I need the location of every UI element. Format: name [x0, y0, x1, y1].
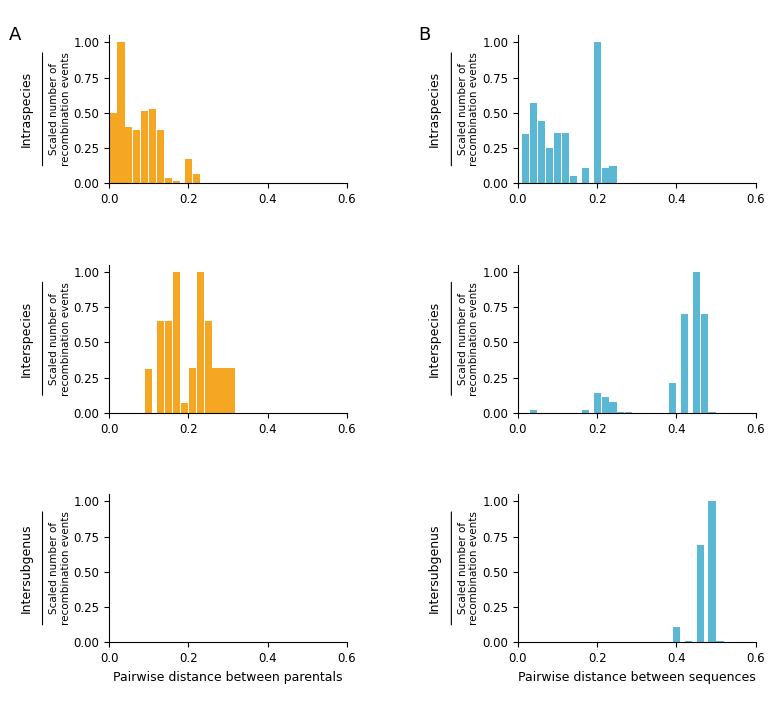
Bar	[609, 167, 616, 184]
Bar	[228, 368, 235, 413]
Bar	[125, 127, 132, 184]
Bar	[145, 369, 152, 413]
Bar	[626, 412, 633, 413]
Y-axis label: Scaled number of
recombination events: Scaled number of recombination events	[49, 52, 71, 167]
Bar	[673, 627, 680, 642]
Bar	[522, 134, 530, 184]
Bar	[133, 130, 140, 184]
Bar	[157, 321, 164, 413]
Bar	[141, 112, 148, 184]
Bar	[205, 321, 212, 413]
Bar	[562, 133, 569, 184]
Bar	[708, 412, 716, 413]
Bar	[582, 168, 589, 184]
Bar	[594, 42, 601, 184]
Bar	[582, 410, 589, 413]
Bar	[173, 272, 180, 413]
Bar	[189, 368, 196, 413]
Bar	[554, 133, 561, 184]
Text: A: A	[9, 26, 22, 44]
X-axis label: Pairwise distance between parentals: Pairwise distance between parentals	[113, 671, 343, 683]
Bar	[538, 121, 545, 184]
Bar	[669, 383, 676, 413]
Bar	[192, 174, 199, 184]
Bar	[546, 148, 553, 184]
Bar	[149, 109, 157, 184]
Bar	[693, 272, 700, 413]
Bar	[569, 176, 577, 184]
Y-axis label: Scaled number of
recombination events: Scaled number of recombination events	[458, 511, 479, 626]
Text: Intersubgenus: Intersubgenus	[428, 524, 441, 614]
Bar	[717, 641, 724, 642]
Bar	[618, 412, 625, 413]
Bar	[601, 397, 608, 413]
Bar	[110, 113, 117, 184]
Bar	[708, 501, 716, 642]
Bar	[601, 168, 608, 184]
Text: Intersubgenus: Intersubgenus	[19, 524, 33, 614]
Bar	[181, 403, 188, 413]
Bar	[165, 321, 172, 413]
Text: Intraspecies: Intraspecies	[428, 71, 441, 148]
Y-axis label: Scaled number of
recombination events: Scaled number of recombination events	[49, 282, 71, 396]
Bar	[213, 368, 220, 413]
Bar	[220, 368, 227, 413]
X-axis label: Pairwise distance between sequences: Pairwise distance between sequences	[518, 671, 756, 683]
Y-axis label: Scaled number of
recombination events: Scaled number of recombination events	[458, 52, 479, 167]
Bar	[185, 160, 192, 184]
Bar	[530, 103, 538, 184]
Y-axis label: Scaled number of
recombination events: Scaled number of recombination events	[49, 511, 71, 626]
Y-axis label: Scaled number of
recombination events: Scaled number of recombination events	[458, 282, 479, 396]
Bar	[196, 272, 204, 413]
Bar	[609, 402, 616, 413]
Bar	[594, 393, 601, 413]
Text: Intraspecies: Intraspecies	[19, 71, 33, 148]
Bar	[118, 42, 125, 184]
Text: Interspecies: Interspecies	[19, 301, 33, 377]
Bar	[173, 181, 180, 184]
Bar	[696, 545, 703, 642]
Bar	[685, 641, 692, 642]
Bar	[165, 178, 172, 184]
Bar	[157, 130, 164, 184]
Text: B: B	[418, 26, 430, 44]
Bar	[530, 410, 538, 413]
Text: Interspecies: Interspecies	[428, 301, 441, 377]
Bar	[700, 314, 707, 413]
Bar	[681, 314, 688, 413]
